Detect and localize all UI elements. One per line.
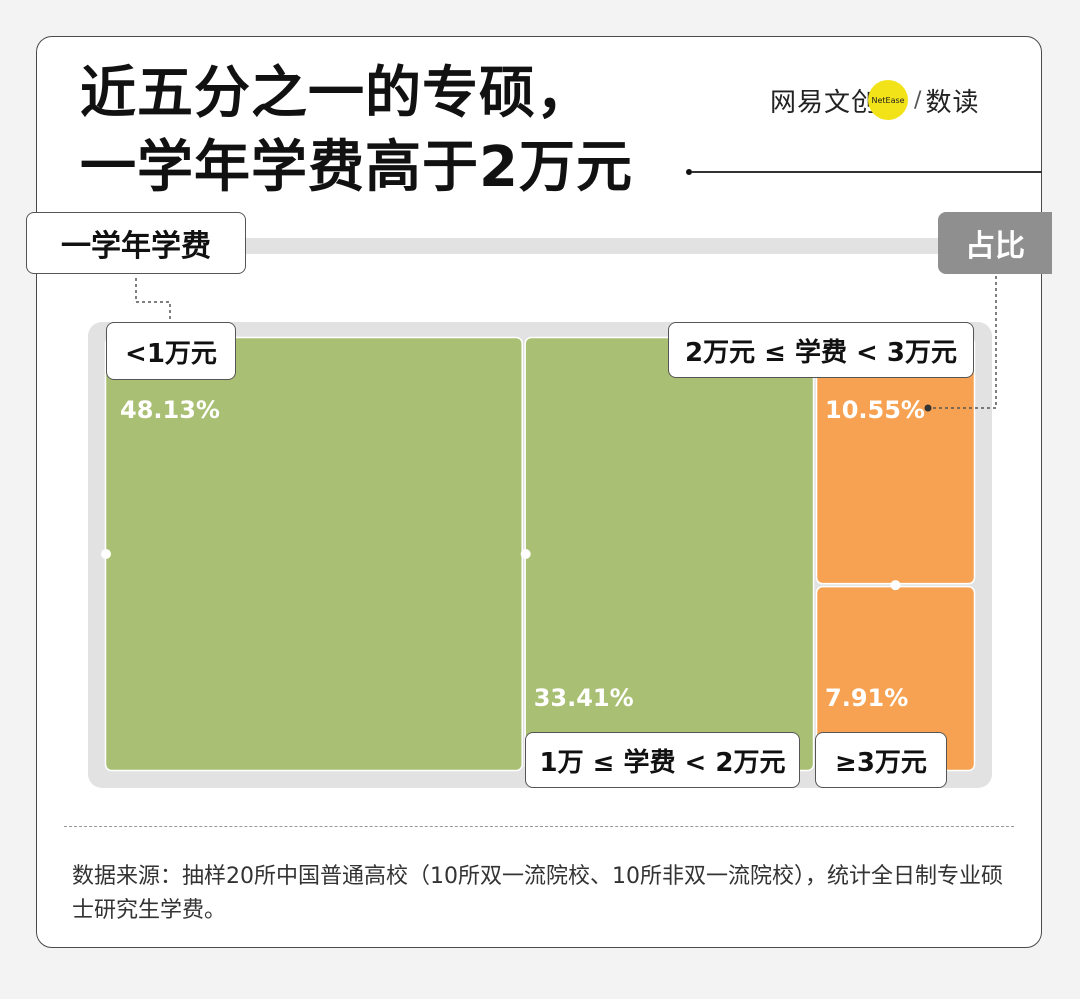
category-leader	[135, 278, 171, 322]
logo-sub: 数读	[925, 87, 980, 118]
treemap-cells	[101, 336, 976, 772]
category-tag-1: <1万元	[106, 322, 236, 380]
pct-label-4: 7.91%	[825, 684, 909, 712]
pct-label-1: 48.13%	[120, 396, 220, 424]
connectors	[135, 276, 997, 412]
title-rule	[692, 171, 1042, 173]
category-header: 一学年学费	[26, 212, 246, 274]
pct-label-2: 33.41%	[533, 684, 634, 712]
header-band	[240, 238, 940, 254]
share-leader-dot	[924, 404, 932, 412]
category-tag-4: ≥3万元	[815, 732, 947, 788]
joint-dot-1	[101, 549, 111, 559]
pct-label-3: 10.55%	[825, 396, 925, 424]
logo-brand: 网易文创	[770, 87, 879, 118]
joint-dot-2	[520, 549, 531, 559]
title-line-2: 一学年学费高于2万元	[80, 135, 633, 200]
data-source: 数据来源：抽样20所中国普通高校（10所双一流院校、10所非双一流院校），统计全…	[72, 864, 1003, 923]
title-line-1: 近五分之一的专硕，	[80, 61, 593, 126]
logo-badge: NetEase	[868, 80, 909, 120]
divider	[64, 826, 1014, 827]
logo-slash: /	[914, 87, 922, 113]
share-header: 占比	[938, 212, 1052, 274]
logo: 网易文创 NetEase / 数读	[770, 80, 979, 120]
joint-dot-3	[890, 580, 901, 591]
share-leader	[928, 276, 997, 409]
category-tag-2: 1万 ≤ 学费 < 2万元	[525, 732, 800, 788]
category-tag-3: 2万元 ≤ 学费 < 3万元	[668, 322, 974, 378]
title-dot	[686, 169, 692, 175]
